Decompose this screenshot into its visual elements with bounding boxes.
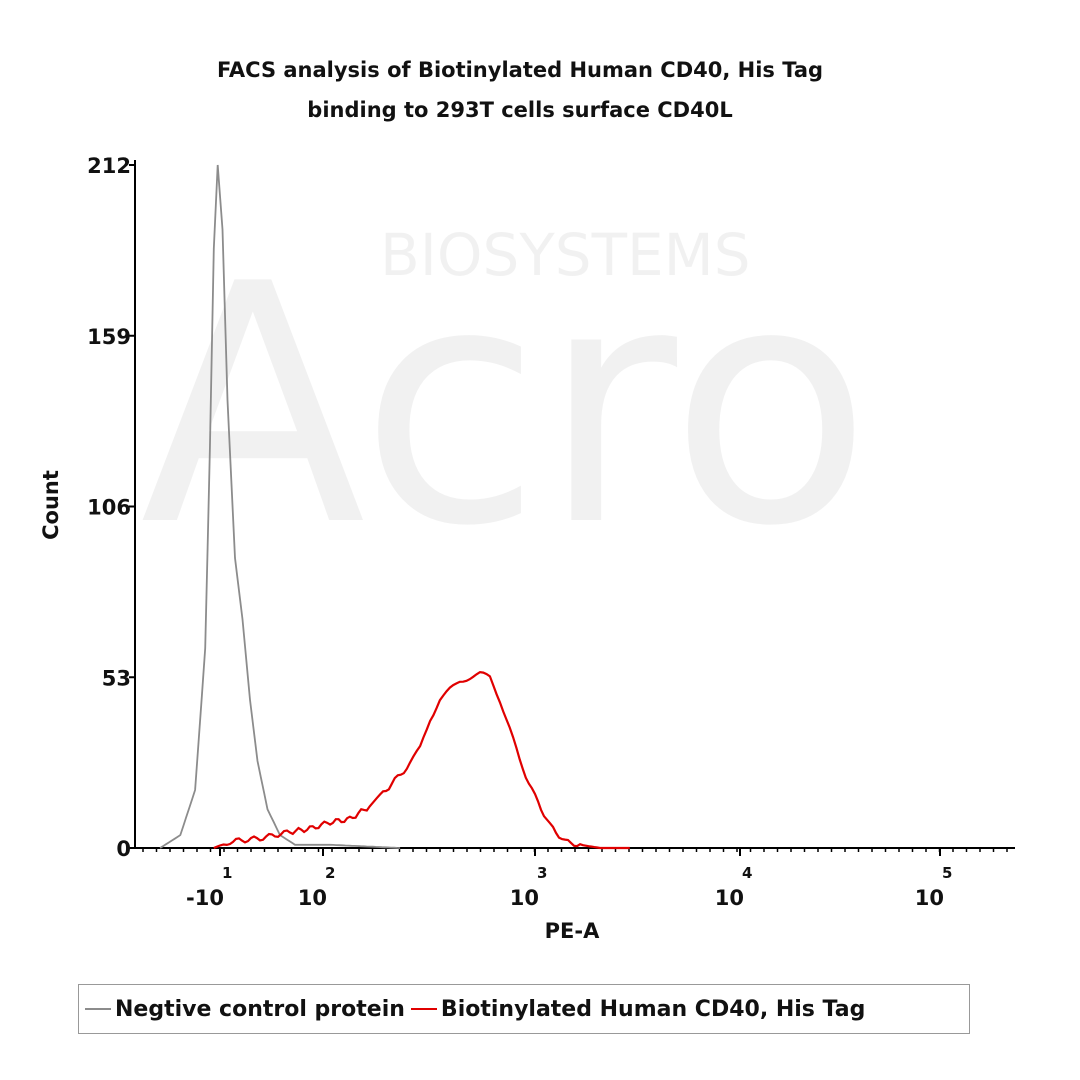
x-tick-label-base: 10 <box>715 886 744 910</box>
legend-swatch-gray <box>85 1008 111 1010</box>
y-tick-label: 212 <box>87 154 131 178</box>
x-tick-label-base: 10 <box>915 886 944 910</box>
x-tick-label-exponent: 1 <box>222 864 232 882</box>
y-tick-label: 53 <box>102 666 131 690</box>
x-tick-label-base: 10 <box>510 886 539 910</box>
chart-title-line-1: FACS analysis of Biotinylated Human CD40… <box>216 58 824 82</box>
svg-text:BIOSYSTEMS: BIOSYSTEMS <box>380 221 751 289</box>
watermark: BIOSYSTEMS Acro <box>140 214 872 598</box>
series-cd40-line <box>213 670 630 850</box>
y-tick-label: 106 <box>87 496 131 520</box>
y-tick-label: 159 <box>87 325 131 349</box>
svg-text:Acro: Acro <box>140 214 872 598</box>
legend-swatch-red <box>410 1008 437 1010</box>
series-negative-control-line <box>159 164 401 849</box>
x-tick-label-base: -10 <box>186 886 224 910</box>
y-tick-label: 0 <box>116 837 131 861</box>
x-axis-label: PE-A <box>545 919 600 943</box>
legend-label: Biotinylated Human CD40, His Tag <box>440 996 866 1022</box>
chart-title-line-2: binding to 293T cells surface CD40L <box>307 98 733 122</box>
legend-label: Negtive control protein <box>115 996 405 1022</box>
x-tick-label-exponent: 2 <box>325 864 335 882</box>
x-tick-label-base: 10 <box>298 886 327 910</box>
y-axis-label: Count <box>39 470 63 540</box>
x-tick-label-exponent: 4 <box>742 864 752 882</box>
legend: Negtive control protein Biotinylated Hum… <box>78 984 970 1034</box>
legend-item-cd40: Biotinylated Human CD40, His Tag <box>410 996 866 1022</box>
x-tick-label-exponent: 5 <box>942 864 952 882</box>
x-tick-label-exponent: 3 <box>537 864 547 882</box>
legend-item-negative-control: Negtive control protein <box>85 997 405 1022</box>
